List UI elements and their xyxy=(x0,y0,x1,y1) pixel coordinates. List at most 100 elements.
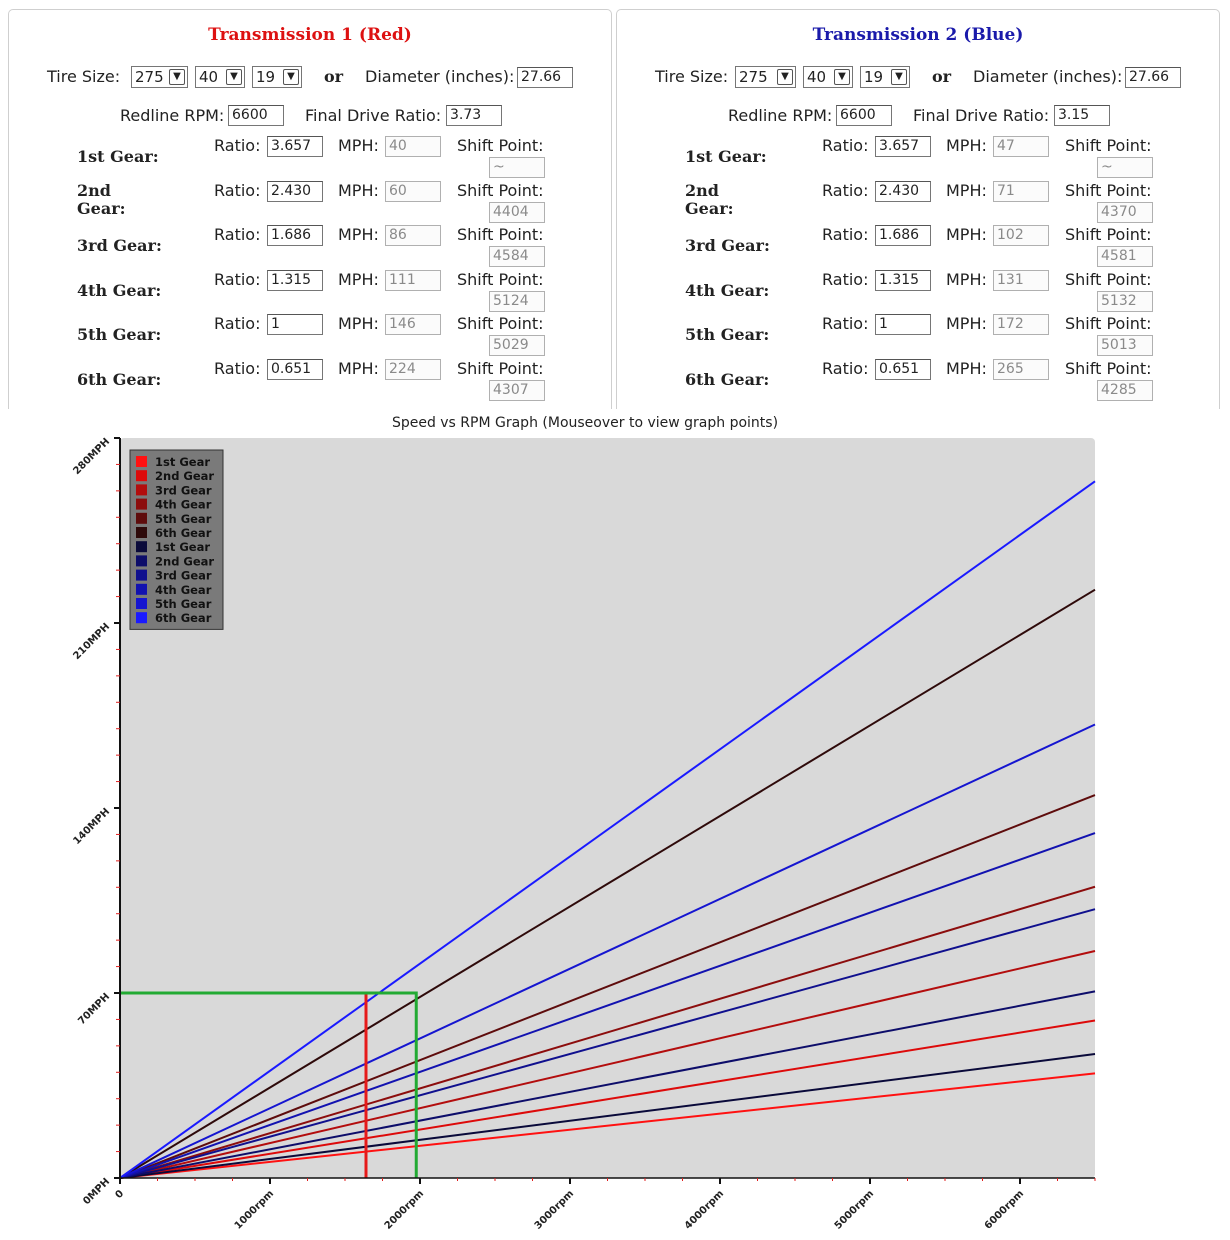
x-tick-label: 0 xyxy=(113,1188,126,1201)
gear-name: 6th Gear: xyxy=(685,370,770,389)
gear-row: 1st Gear: Ratio: 3.657 MPH: 47 Shift Poi… xyxy=(617,134,1217,178)
tire-rim-select[interactable]: 19 ▼ xyxy=(860,66,910,88)
gear-row: 4th Gear: Ratio: 1.315 MPH: 111 Shift Po… xyxy=(9,268,609,312)
tire-size-label: Tire Size: xyxy=(47,67,121,86)
tire-width-select[interactable]: 275 ▼ xyxy=(131,66,188,88)
ratio-input[interactable]: 1.315 xyxy=(267,270,323,291)
redline-row: Redline RPM: 6600 Final Drive Ratio: 3.7… xyxy=(9,104,611,130)
chart-title: Speed vs RPM Graph (Mouseover to view gr… xyxy=(391,415,779,431)
ratio-input[interactable]: 1.686 xyxy=(875,225,931,246)
series-line xyxy=(119,723,1096,1179)
tire-aspect-select[interactable]: 40 ▼ xyxy=(195,66,245,88)
x-tick-label: 6000rpm xyxy=(983,1188,1026,1231)
gear-name: 5th Gear: xyxy=(77,325,162,344)
mph-label: MPH: xyxy=(946,225,987,244)
ratio-input[interactable]: 3.657 xyxy=(875,136,931,157)
shift-point-output: 5132 xyxy=(1097,291,1153,312)
legend-label: 5th Gear xyxy=(155,512,212,526)
ratio-input[interactable]: 2.430 xyxy=(267,181,323,202)
shift-point-output: 5013 xyxy=(1097,335,1153,356)
redline-label: Redline RPM: xyxy=(120,106,225,125)
mph-output: 265 xyxy=(993,359,1049,380)
tire-aspect-select[interactable]: 40 ▼ xyxy=(803,66,853,88)
diameter-input[interactable]: 27.66 xyxy=(517,67,573,88)
ratio-input[interactable]: 0.651 xyxy=(875,359,931,380)
gear-row: 2nd Gear: Ratio: 2.430 MPH: 60 Shift Poi… xyxy=(9,179,609,223)
mph-label: MPH: xyxy=(338,181,379,200)
shift-point-label: Shift Point: xyxy=(457,136,544,155)
legend-swatch xyxy=(136,456,147,467)
diameter-label: Diameter (inches): xyxy=(365,67,515,86)
series-line xyxy=(119,950,1096,1179)
shift-point-output: ~ xyxy=(1097,157,1153,178)
mph-output: 146 xyxy=(385,314,441,335)
legend-label: 5th Gear xyxy=(155,597,212,611)
gear-name: 1st Gear: xyxy=(77,147,159,166)
final-drive-input[interactable]: 3.15 xyxy=(1054,105,1110,126)
legend-label: 3rd Gear xyxy=(155,483,212,497)
series-line xyxy=(119,908,1096,1179)
mph-label: MPH: xyxy=(946,314,987,333)
mph-label: MPH: xyxy=(338,359,379,378)
tire-width-select[interactable]: 275 ▼ xyxy=(735,66,796,88)
gear-name: 4th Gear: xyxy=(77,281,162,300)
x-tick-label: 4000rpm xyxy=(683,1188,726,1231)
shift-point-output: 5029 xyxy=(489,335,545,356)
gear-name: 3rd Gear: xyxy=(685,236,770,255)
redline-input[interactable]: 6600 xyxy=(228,105,284,126)
gear-row: 2nd Gear: Ratio: 2.430 MPH: 71 Shift Poi… xyxy=(617,179,1217,223)
legend-label: 4th Gear xyxy=(155,498,212,512)
mph-label: MPH: xyxy=(338,136,379,155)
gear-row: 3rd Gear: Ratio: 1.686 MPH: 102 Shift Po… xyxy=(617,223,1217,267)
tire-size-label: Tire Size: xyxy=(655,67,729,86)
ratio-input[interactable]: 0.651 xyxy=(267,359,323,380)
ratio-input[interactable]: 3.657 xyxy=(267,136,323,157)
x-tick-label: 1000rpm xyxy=(233,1188,276,1231)
mph-label: MPH: xyxy=(946,181,987,200)
ratio-input[interactable]: 2.430 xyxy=(875,181,931,202)
legend-label: 2nd Gear xyxy=(155,554,214,568)
gear-name: 4th Gear: xyxy=(685,281,770,300)
legend-swatch xyxy=(136,555,147,567)
legend-swatch xyxy=(136,541,147,553)
ratio-label: Ratio: xyxy=(214,270,261,289)
series-line xyxy=(119,832,1096,1179)
shift-point-label: Shift Point: xyxy=(457,270,544,289)
gear-row: 1st Gear: Ratio: 3.657 MPH: 40 Shift Poi… xyxy=(9,134,609,178)
mph-output: 102 xyxy=(993,225,1049,246)
shift-point-label: Shift Point: xyxy=(457,181,544,200)
ratio-label: Ratio: xyxy=(214,359,261,378)
transmission-1-title: Transmission 1 (Red) xyxy=(208,25,412,45)
redline-input[interactable]: 6600 xyxy=(836,105,892,126)
ratio-input[interactable]: 1.686 xyxy=(267,225,323,246)
gear-row: 5th Gear: Ratio: 1 MPH: 146 Shift Point:… xyxy=(9,312,609,356)
ratio-label: Ratio: xyxy=(822,359,869,378)
transmission-1-panel: Transmission 1 (Red) Tire Size: 275 ▼ 40 ▼… xyxy=(8,9,612,409)
shift-point-output: ~ xyxy=(489,157,545,178)
or-label: or xyxy=(932,67,952,86)
ratio-input[interactable]: 1 xyxy=(875,314,931,335)
final-drive-input[interactable]: 3.73 xyxy=(446,105,502,126)
chevron-down-icon: ▼ xyxy=(226,69,242,85)
ratio-input[interactable]: 1 xyxy=(267,314,323,335)
series-line xyxy=(119,1072,1096,1179)
diameter-input[interactable]: 27.66 xyxy=(1125,67,1181,88)
tire-rim-select[interactable]: 19 ▼ xyxy=(252,66,302,88)
shift-point-label: Shift Point: xyxy=(1065,314,1152,333)
shift-point-label: Shift Point: xyxy=(1065,181,1152,200)
ratio-input[interactable]: 1.315 xyxy=(875,270,931,291)
mph-output: 172 xyxy=(993,314,1049,335)
shift-point-label: Shift Point: xyxy=(457,225,544,244)
ratio-label: Ratio: xyxy=(822,136,869,155)
mph-output: 60 xyxy=(385,181,441,202)
chevron-down-icon: ▼ xyxy=(283,69,299,85)
legend-label: 1st Gear xyxy=(155,455,210,469)
legend-swatch xyxy=(136,484,147,496)
legend-label: 6th Gear xyxy=(155,526,212,540)
speed-rpm-chart[interactable]: 0MPH 70MPH 140MPH 210MPH 280MPH 0 1000rpm 2000r… xyxy=(0,430,1230,1240)
mph-output: 111 xyxy=(385,270,441,291)
shift-point-output: 4285 xyxy=(1097,380,1153,401)
legend-swatch xyxy=(136,512,147,524)
shift-point-output: 4307 xyxy=(489,380,545,401)
transmission-2-panel: Transmission 2 (Blue) Tire Size: 275 ▼ 40… xyxy=(616,9,1220,409)
